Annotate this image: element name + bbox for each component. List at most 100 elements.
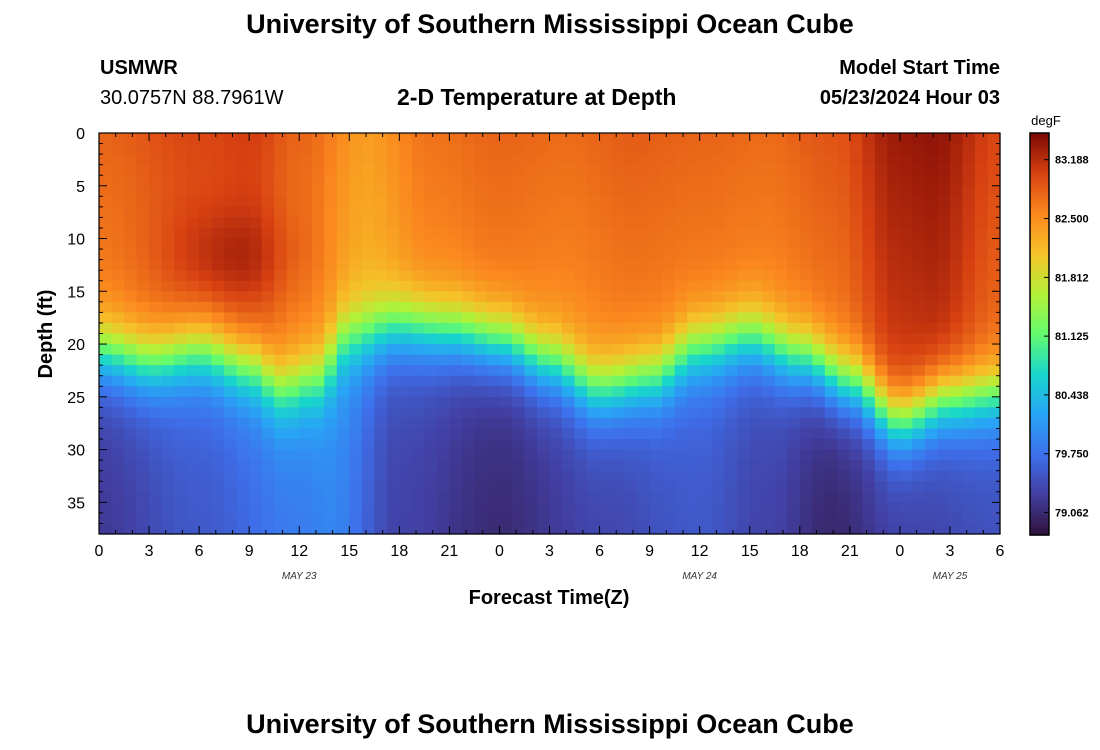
heatmap-cell xyxy=(762,143,776,155)
heatmap-cell xyxy=(499,175,513,187)
heatmap-cell xyxy=(699,396,713,408)
colorbar-segment xyxy=(1030,133,1049,137)
heatmap-cell xyxy=(324,164,338,176)
heatmap-cell xyxy=(624,428,638,440)
heatmap-cell xyxy=(887,270,901,282)
heatmap-cell xyxy=(361,249,375,261)
heatmap-cell xyxy=(749,238,763,250)
heatmap-cell xyxy=(712,523,726,535)
heatmap-cell xyxy=(436,428,450,440)
heatmap-cell xyxy=(562,502,576,514)
heatmap-cell xyxy=(199,449,213,461)
heatmap-cell xyxy=(737,407,751,419)
heatmap-cell xyxy=(812,322,826,335)
heatmap-cell xyxy=(274,185,288,197)
heatmap-cell xyxy=(637,206,651,219)
heatmap-cell xyxy=(449,217,463,229)
heatmap-cell xyxy=(186,333,200,345)
heatmap-cell xyxy=(411,365,425,377)
heatmap-cell xyxy=(587,227,601,240)
heatmap-cell xyxy=(199,217,213,229)
heatmap-cell xyxy=(624,417,638,430)
heatmap-cell xyxy=(349,227,363,240)
heatmap-cell xyxy=(161,481,175,493)
heatmap-cell xyxy=(249,344,263,356)
heatmap-cell xyxy=(949,333,964,345)
heatmap-cell xyxy=(461,407,476,419)
heatmap-cell xyxy=(336,206,350,219)
heatmap-cell xyxy=(812,259,826,271)
heatmap-cell xyxy=(762,375,776,387)
heatmap-cell xyxy=(149,227,163,240)
heatmap-cell xyxy=(937,491,951,503)
heatmap-cell xyxy=(186,133,200,145)
heatmap-cell xyxy=(324,175,338,187)
heatmap-cell xyxy=(687,270,701,282)
heatmap-cell xyxy=(699,322,713,335)
heatmap-cell xyxy=(336,439,350,451)
heatmap-cell xyxy=(949,322,964,335)
heatmap-cell xyxy=(411,217,425,229)
heatmap-cell xyxy=(712,249,726,261)
heatmap-cell xyxy=(924,512,939,525)
heatmap-cell xyxy=(136,523,150,535)
heatmap-cell xyxy=(299,249,313,261)
heatmap-cell xyxy=(149,280,163,292)
heatmap-cell xyxy=(149,365,163,377)
heatmap-cell xyxy=(762,333,776,345)
heatmap-cell xyxy=(461,344,476,356)
heatmap-cell xyxy=(436,481,450,493)
heatmap-cell xyxy=(862,185,876,197)
heatmap-cell xyxy=(624,185,638,197)
heatmap-cell xyxy=(111,291,125,303)
heatmap-cell xyxy=(161,154,175,166)
heatmap-cell xyxy=(974,291,989,303)
heatmap-cell xyxy=(474,523,488,535)
heatmap-cell xyxy=(274,386,288,398)
heatmap-cell xyxy=(286,417,300,430)
heatmap-cell xyxy=(599,417,613,430)
heatmap-cell xyxy=(111,217,125,229)
heatmap-cell xyxy=(899,481,913,493)
heatmap-cell xyxy=(286,322,300,335)
heatmap-cell xyxy=(962,217,976,229)
heatmap-cell xyxy=(587,407,601,419)
heatmap-cell xyxy=(461,502,476,514)
heatmap-cell xyxy=(824,375,838,387)
heatmap-cell xyxy=(549,164,563,176)
heatmap-cell xyxy=(649,312,663,324)
heatmap-cell xyxy=(549,154,563,166)
heatmap-cell xyxy=(161,449,175,461)
heatmap-cell xyxy=(837,206,851,219)
heatmap-cell xyxy=(899,407,913,419)
heatmap-cell xyxy=(849,481,863,493)
heatmap-cell xyxy=(361,460,375,472)
heatmap-cell xyxy=(286,164,300,176)
heatmap-cell xyxy=(324,460,338,472)
heatmap-cell xyxy=(737,238,751,250)
heatmap-cell xyxy=(862,428,876,440)
heatmap-cell xyxy=(161,227,175,240)
heatmap-cell xyxy=(124,143,138,155)
heatmap-cell xyxy=(737,133,751,145)
heatmap-cell xyxy=(224,449,238,461)
heatmap-cell xyxy=(949,133,964,145)
heatmap-cell xyxy=(374,133,388,145)
heatmap-cell xyxy=(987,481,1001,493)
heatmap-cell xyxy=(924,291,939,303)
heatmap-cell xyxy=(637,301,651,313)
heatmap-cell xyxy=(737,523,751,535)
heatmap-cell xyxy=(524,491,538,503)
heatmap-cell xyxy=(111,312,125,324)
colorbar-segment xyxy=(1030,143,1049,147)
heatmap-cell xyxy=(336,449,350,461)
heatmap-cell xyxy=(461,301,476,313)
heatmap-cell xyxy=(236,154,250,166)
heatmap-cell xyxy=(324,344,338,356)
heatmap-cell xyxy=(236,333,250,345)
heatmap-cell xyxy=(361,439,375,451)
heatmap-cell xyxy=(161,301,175,313)
heatmap-cell xyxy=(349,196,363,208)
heatmap-cell xyxy=(799,154,813,166)
heatmap-cell xyxy=(399,439,413,451)
